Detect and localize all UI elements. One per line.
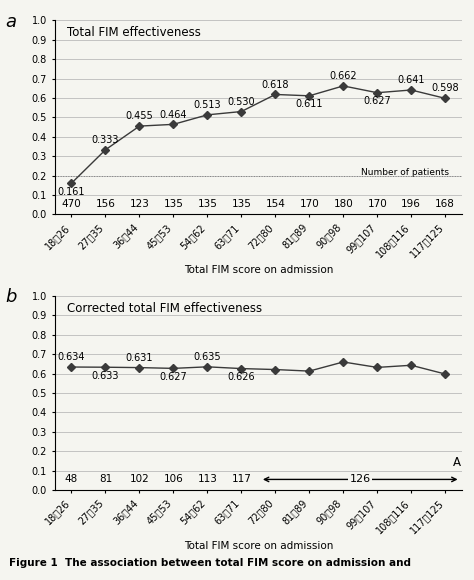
Text: 0.530: 0.530 <box>228 97 255 107</box>
Text: Figure 1  The association between total FIM score on admission and: Figure 1 The association between total F… <box>9 559 411 568</box>
Text: 0.634: 0.634 <box>58 352 85 362</box>
Text: 0.626: 0.626 <box>228 372 255 382</box>
Text: a: a <box>6 13 17 31</box>
Text: 135: 135 <box>198 199 217 209</box>
Text: 106: 106 <box>164 474 183 484</box>
Text: 102: 102 <box>129 474 149 484</box>
Text: 180: 180 <box>333 199 353 209</box>
Text: 0.635: 0.635 <box>193 352 221 362</box>
Text: 154: 154 <box>265 199 285 209</box>
Text: 0.333: 0.333 <box>91 135 119 145</box>
Text: Number of patients: Number of patients <box>361 168 448 176</box>
Text: Corrected total FIM effectiveness: Corrected total FIM effectiveness <box>67 302 262 315</box>
Text: 117: 117 <box>231 474 251 484</box>
Text: 0.618: 0.618 <box>262 79 289 89</box>
Text: 168: 168 <box>435 199 455 209</box>
Text: 470: 470 <box>62 199 82 209</box>
X-axis label: Total FIM score on admission: Total FIM score on admission <box>183 265 333 275</box>
Text: 196: 196 <box>401 199 421 209</box>
Text: 0.631: 0.631 <box>126 353 153 362</box>
Text: 156: 156 <box>96 199 115 209</box>
Text: 0.464: 0.464 <box>160 110 187 119</box>
Text: 0.611: 0.611 <box>295 99 323 110</box>
Text: 0.161: 0.161 <box>58 187 85 197</box>
Text: 113: 113 <box>198 474 217 484</box>
Text: 0.662: 0.662 <box>329 71 357 81</box>
Text: b: b <box>6 288 17 306</box>
Text: 0.627: 0.627 <box>160 372 187 382</box>
Text: 135: 135 <box>231 199 251 209</box>
Text: 0.641: 0.641 <box>397 75 425 85</box>
Text: A: A <box>453 456 460 469</box>
Text: 126: 126 <box>350 474 371 484</box>
X-axis label: Total FIM score on admission: Total FIM score on admission <box>183 541 333 551</box>
Text: 81: 81 <box>99 474 112 484</box>
Text: 135: 135 <box>164 199 183 209</box>
Text: Total FIM effectiveness: Total FIM effectiveness <box>67 26 201 39</box>
Text: 48: 48 <box>65 474 78 484</box>
Text: 0.455: 0.455 <box>126 111 153 121</box>
Text: 0.633: 0.633 <box>91 371 119 381</box>
Text: 170: 170 <box>367 199 387 209</box>
Text: 0.627: 0.627 <box>364 96 391 106</box>
Text: 123: 123 <box>129 199 149 209</box>
Text: 0.598: 0.598 <box>431 84 459 93</box>
Text: 0.513: 0.513 <box>193 100 221 110</box>
Text: 170: 170 <box>300 199 319 209</box>
